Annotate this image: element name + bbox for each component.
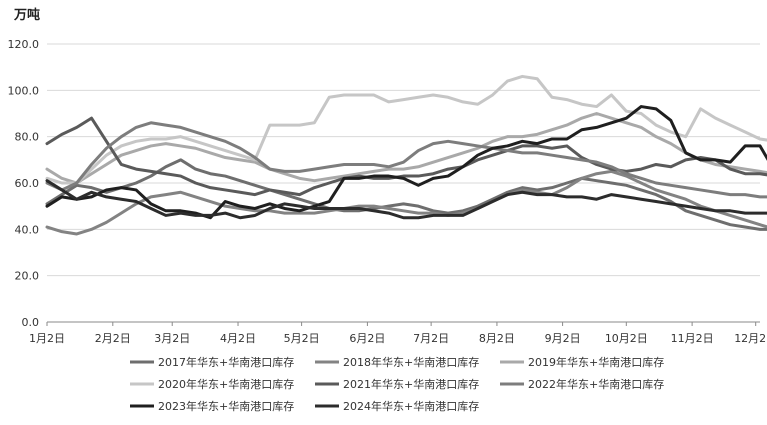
series-line-7 (45, 105, 767, 220)
x-tick-label: 8月2日 (479, 332, 515, 345)
x-tick-label: 10月2日 (605, 332, 648, 345)
x-tick-label: 1月2日 (29, 332, 65, 345)
legend-label: 2021年华东+华南港口库存 (343, 377, 479, 391)
x-tick-label: 5月2日 (284, 332, 320, 345)
legend-label: 2020年华东+华南港口库存 (158, 377, 294, 391)
series-line-2 (45, 169, 767, 236)
y-tick-label: 100.0 (8, 84, 40, 97)
legend-label: 2017年华东+华南港口库存 (158, 355, 294, 369)
gridlines (47, 43, 760, 323)
legend-label: 2022年华东+华南港口库存 (528, 377, 664, 391)
legend-label: 2024年华东+华南港口库存 (343, 399, 479, 413)
series-line-1 (45, 158, 767, 231)
x-tick-label: 2月2日 (95, 332, 131, 345)
series-lines (45, 74, 767, 236)
y-tick-label: 80.0 (15, 131, 40, 144)
x-tick-label: 7月2日 (413, 332, 449, 345)
y-tick-label: 120.0 (8, 38, 40, 51)
x-tick-labels: 1月2日 2月2日 3月2日 4月2日 5月2日 6月2日 7月2日 8月2日 9月2日 10月2… (29, 322, 767, 345)
series-line-4 (45, 74, 767, 185)
x-tick-label: 4月2日 (220, 332, 256, 345)
y-tick-label: 60.0 (15, 177, 40, 190)
series-line-3 (45, 112, 767, 185)
legend-label: 2018年华东+华南港口库存 (343, 355, 479, 369)
x-tick-label: 6月2日 (349, 332, 385, 345)
x-tick-label: 12月2日 (734, 332, 767, 345)
x-tick-label: 11月2日 (671, 332, 714, 345)
x-tick-label: 9月2日 (545, 332, 581, 345)
series-line-5 (45, 116, 767, 197)
legend-label: 2023年华东+华南港口库存 (158, 399, 294, 413)
legend-label: 2019年华东+华南港口库存 (528, 355, 664, 369)
legend: 2017年华东+华南港口库存 2018年华东+华南港口库存 2019年华东+华南港口… (130, 355, 664, 413)
x-tick-label: 3月2日 (154, 332, 190, 345)
y-axis-unit-label: 万吨 (13, 7, 40, 23)
y-tick-label: 0.0 (22, 316, 40, 329)
y-tick-labels: 0.0 20.0 40.0 60.0 80.0 100.0 120.0 (8, 38, 40, 329)
series-line-6 (45, 121, 767, 199)
y-tick-label: 40.0 (15, 223, 40, 236)
series-line-8 (45, 179, 767, 220)
y-tick-label: 20.0 (15, 270, 40, 283)
